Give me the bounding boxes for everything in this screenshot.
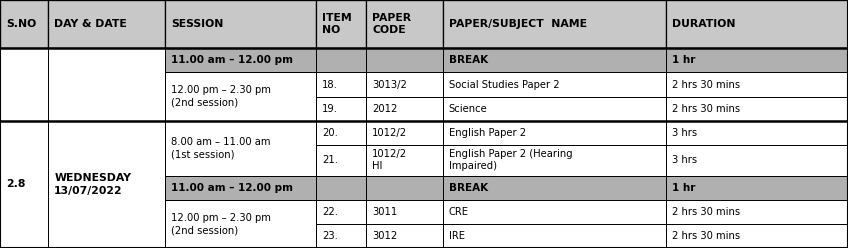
Text: 21.: 21. [322,155,338,165]
Text: 2 hrs 30 mins: 2 hrs 30 mins [672,231,739,241]
Text: 23.: 23. [322,231,338,241]
Bar [165,200,316,248]
Text: IRE: IRE [449,231,465,241]
Bar [366,0,443,48]
Bar [666,145,848,176]
Bar [48,48,165,121]
Text: 1012/2
HI: 1012/2 HI [372,149,407,171]
Text: 12.00 pm – 2.30 pm
(2nd session): 12.00 pm – 2.30 pm (2nd session) [171,213,271,235]
Bar [443,72,666,96]
Bar [316,48,366,72]
Text: S.NO: S.NO [6,19,36,29]
Bar [366,224,443,248]
Bar [366,176,443,200]
Text: 3 hrs: 3 hrs [672,128,697,138]
Text: 18.: 18. [322,80,338,90]
Bar [316,72,366,96]
Text: 2 hrs 30 mins: 2 hrs 30 mins [672,80,739,90]
Bar [666,224,848,248]
Text: 2012: 2012 [372,104,398,114]
Bar [165,176,316,200]
Text: WEDNESDAY
13/07/2022: WEDNESDAY 13/07/2022 [54,173,131,195]
Text: SESSION: SESSION [171,19,224,29]
Text: 3 hrs: 3 hrs [672,155,697,165]
Bar [316,200,366,224]
Text: 12.00 pm – 2.30 pm
(2nd session): 12.00 pm – 2.30 pm (2nd session) [171,85,271,108]
Bar [366,200,443,224]
Bar [443,224,666,248]
Bar [0,0,48,48]
Bar [443,121,666,145]
Bar [366,96,443,121]
Bar [443,200,666,224]
Bar [165,48,316,72]
Bar [165,121,316,176]
Text: 20.: 20. [322,128,338,138]
Bar [366,121,443,145]
Bar [666,0,848,48]
Bar [666,72,848,96]
Text: 3011: 3011 [372,207,398,217]
Bar [666,48,848,72]
Text: PAPER
CODE: PAPER CODE [372,13,411,35]
Text: ITEM
NO: ITEM NO [322,13,352,35]
Text: 2 hrs 30 mins: 2 hrs 30 mins [672,104,739,114]
Text: 22.: 22. [322,207,338,217]
Bar [316,121,366,145]
Text: 1012/2: 1012/2 [372,128,407,138]
Bar [666,121,848,145]
Text: 2.8: 2.8 [6,179,25,189]
Text: CRE: CRE [449,207,469,217]
Bar [366,145,443,176]
Bar [316,176,366,200]
Bar [316,145,366,176]
Bar [443,145,666,176]
Bar [48,121,165,248]
Text: 11.00 am – 12.00 pm: 11.00 am – 12.00 pm [171,183,293,193]
Text: 3013/2: 3013/2 [372,80,407,90]
Bar [366,72,443,96]
Bar [443,96,666,121]
Bar [316,0,366,48]
Text: 3012: 3012 [372,231,398,241]
Text: PAPER/SUBJECT  NAME: PAPER/SUBJECT NAME [449,19,587,29]
Text: English Paper 2: English Paper 2 [449,128,526,138]
Bar [366,48,443,72]
Text: DURATION: DURATION [672,19,735,29]
Bar [165,0,316,48]
Bar [0,121,48,248]
Bar [443,0,666,48]
Text: Science: Science [449,104,488,114]
Text: BREAK: BREAK [449,183,488,193]
Bar [666,96,848,121]
Bar [443,48,666,72]
Text: Social Studies Paper 2: Social Studies Paper 2 [449,80,559,90]
Text: DAY & DATE: DAY & DATE [54,19,127,29]
Bar [165,72,316,121]
Text: 1 hr: 1 hr [672,55,695,65]
Bar [48,0,165,48]
Text: 11.00 am – 12.00 pm: 11.00 am – 12.00 pm [171,55,293,65]
Text: 2 hrs 30 mins: 2 hrs 30 mins [672,207,739,217]
Bar [666,176,848,200]
Text: English Paper 2 (Hearing
Impaired): English Paper 2 (Hearing Impaired) [449,149,572,171]
Bar [316,224,366,248]
Text: 1 hr: 1 hr [672,183,695,193]
Text: 8.00 am – 11.00 am
(1st session): 8.00 am – 11.00 am (1st session) [171,137,271,159]
Bar [666,200,848,224]
Bar [0,48,48,121]
Text: BREAK: BREAK [449,55,488,65]
Bar [443,176,666,200]
Text: 19.: 19. [322,104,338,114]
Bar [316,96,366,121]
